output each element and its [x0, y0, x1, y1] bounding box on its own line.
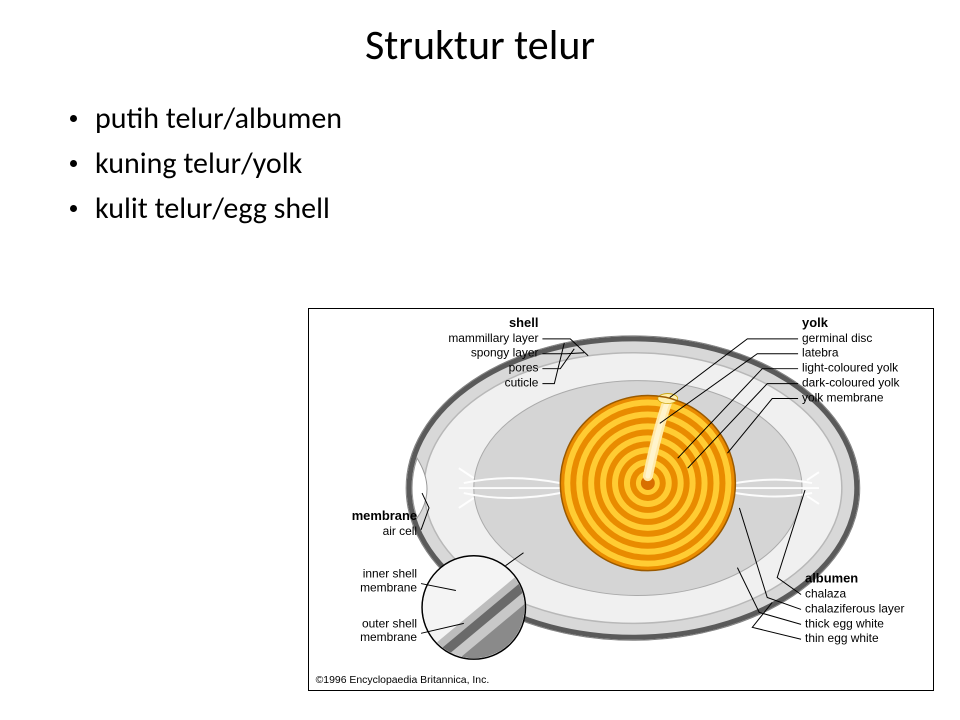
label-thickwhite: thick egg white [805, 616, 884, 630]
label-thinwhite: thin egg white [805, 631, 879, 645]
yolk [560, 394, 735, 571]
label-outershell-0: outer shell [362, 616, 417, 630]
bullet-list: putih telur/albumen kuning telur/yolk ku… [0, 81, 960, 231]
bullet-dot-icon [70, 160, 77, 167]
bullet-text: putih telur/albumen [95, 96, 342, 141]
label-chalaza: chalaza [805, 586, 846, 600]
label-latebra: latebra [802, 346, 839, 360]
label-cuticle: cuticle [505, 376, 539, 390]
label-darkyolk: dark-coloured yolk [802, 376, 899, 390]
bullet-text: kulit telur/egg shell [95, 186, 330, 231]
label-outershell-1: membrane [360, 630, 417, 644]
bullet-text: kuning telur/yolk [95, 141, 302, 186]
label-lightyolk: light-coloured yolk [802, 361, 898, 375]
copyright-text: ©1996 Encyclopaedia Britannica, Inc. [316, 675, 490, 686]
egg-diagram-svg: shell mammillary layer spongy layer pore… [309, 309, 933, 690]
shell-header: shell [509, 315, 538, 330]
label-yolkmembrane: yolk membrane [802, 391, 884, 405]
egg-diagram: shell mammillary layer spongy layer pore… [308, 308, 934, 691]
slide-title: Struktur telur [0, 0, 960, 81]
label-spongy: spongy layer [471, 346, 539, 360]
bullet-item: kulit telur/egg shell [70, 186, 960, 231]
membrane-header: membrane [352, 508, 417, 523]
bullet-dot-icon [70, 205, 77, 212]
label-aircell: air cell [383, 524, 417, 538]
label-germinal: germinal disc [802, 331, 872, 345]
label-innershell-0: inner shell [363, 567, 417, 581]
label-innershell-1: membrane [360, 581, 417, 595]
bullet-dot-icon [70, 115, 77, 122]
bullet-item: putih telur/albumen [70, 96, 960, 141]
label-pores: pores [509, 361, 539, 375]
yolk-header: yolk [802, 315, 829, 330]
bullet-item: kuning telur/yolk [70, 141, 960, 186]
slide: Struktur telur putih telur/albumen kunin… [0, 0, 960, 720]
label-chalaziferous: chalaziferous layer [805, 601, 904, 615]
label-mammillary: mammillary layer [448, 331, 538, 345]
albumen-header: albumen [805, 571, 858, 586]
